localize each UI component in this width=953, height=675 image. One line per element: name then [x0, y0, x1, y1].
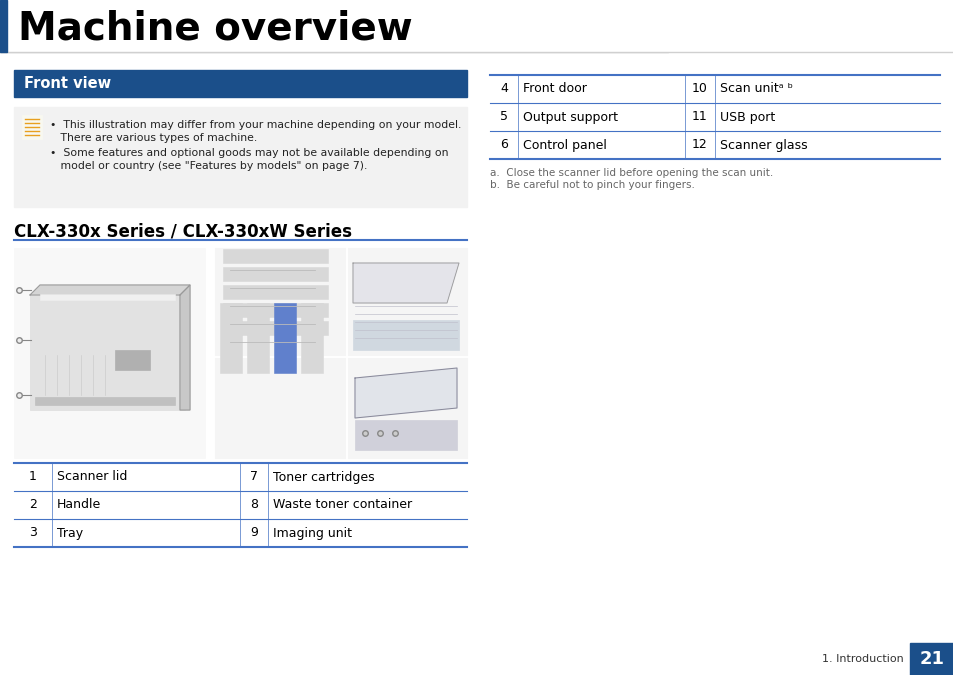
Text: •  This illustration may differ from your machine depending on your model.: • This illustration may differ from your… [50, 120, 461, 130]
Text: 5: 5 [499, 111, 507, 124]
Text: Front view: Front view [24, 76, 111, 91]
Bar [0, 0, 7, 52]
Bar [223, 303, 328, 317]
Text: 2: 2 [29, 499, 37, 512]
Bar [220, 303, 242, 373]
Bar [348, 248, 467, 355]
Bar [301, 303, 323, 373]
Text: Scanner lid: Scanner lid [57, 470, 128, 483]
Bar [353, 320, 458, 350]
Bar [14, 70, 467, 97]
Text: 4: 4 [499, 82, 507, 95]
Text: 6: 6 [499, 138, 507, 151]
Text: Toner cartridges: Toner cartridges [273, 470, 375, 483]
Text: 7: 7 [250, 470, 257, 483]
Bar [35, 397, 174, 405]
Polygon shape [355, 368, 456, 418]
Text: 11: 11 [691, 111, 707, 124]
Text: Handle: Handle [57, 499, 101, 512]
Bar [274, 303, 295, 373]
Text: •  Some features and optional goods may not be available depending on: • Some features and optional goods may n… [50, 148, 448, 158]
Text: 10: 10 [691, 82, 707, 95]
Polygon shape [353, 263, 458, 303]
Bar [223, 249, 328, 263]
Text: a.  Close the scanner lid before opening the scan unit.: a. Close the scanner lid before opening … [490, 168, 773, 178]
Bar [22, 115, 42, 139]
Bar [115, 350, 150, 370]
Text: b.  Be careful not to pinch your fingers.: b. Be careful not to pinch your fingers. [490, 180, 694, 190]
Text: 3: 3 [29, 526, 37, 539]
Bar [214, 248, 345, 355]
Text: 1: 1 [29, 470, 37, 483]
Text: 1. Introduction: 1. Introduction [821, 654, 903, 664]
Bar [214, 358, 345, 458]
Text: Front door: Front door [522, 82, 586, 95]
Text: Output support: Output support [522, 111, 618, 124]
Bar [223, 285, 328, 299]
Bar [30, 295, 185, 410]
Bar [14, 107, 467, 207]
Text: Scan unitᵃ ᵇ: Scan unitᵃ ᵇ [720, 82, 792, 95]
Text: Machine overview: Machine overview [18, 10, 413, 48]
Text: 9: 9 [250, 526, 257, 539]
Text: There are various types of machine.: There are various types of machine. [50, 133, 257, 143]
Polygon shape [30, 285, 190, 295]
Text: 12: 12 [691, 138, 707, 151]
Text: 8: 8 [250, 499, 257, 512]
Text: Tray: Tray [57, 526, 83, 539]
Bar [223, 321, 328, 335]
Text: 21: 21 [919, 650, 943, 668]
Bar [40, 294, 174, 300]
Bar [909, 643, 953, 675]
Text: Scanner glass: Scanner glass [720, 138, 807, 151]
Bar [348, 358, 467, 458]
Bar [247, 303, 269, 373]
Text: model or country (see "Features by models" on page 7).: model or country (see "Features by model… [50, 161, 367, 171]
Text: CLX-330x Series / CLX-330xW Series: CLX-330x Series / CLX-330xW Series [14, 222, 352, 240]
Bar [14, 248, 205, 458]
Text: Imaging unit: Imaging unit [273, 526, 352, 539]
Text: Control panel: Control panel [522, 138, 606, 151]
Text: Waste toner container: Waste toner container [273, 499, 412, 512]
Bar [223, 267, 328, 281]
Text: USB port: USB port [720, 111, 775, 124]
Bar [355, 420, 456, 450]
Polygon shape [180, 285, 190, 410]
